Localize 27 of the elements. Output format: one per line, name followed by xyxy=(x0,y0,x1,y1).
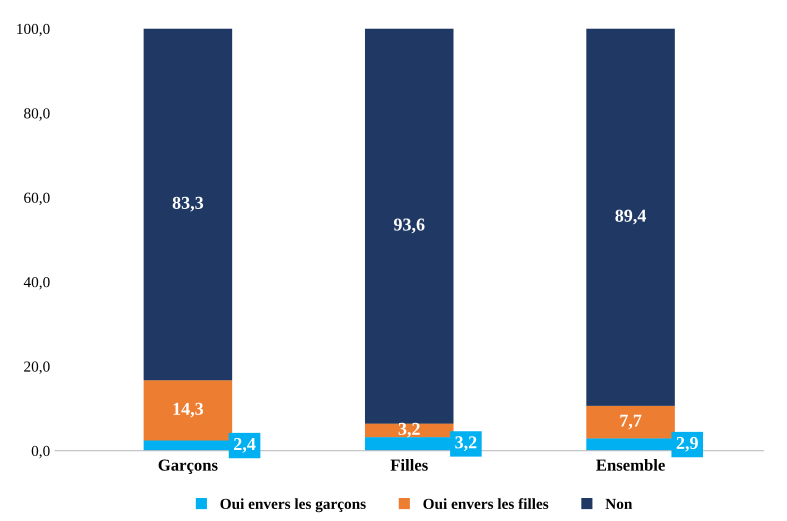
bar xyxy=(364,424,454,438)
x-tick-label: Ensemble xyxy=(596,459,665,471)
bar xyxy=(586,28,675,406)
data-label: 3,2 xyxy=(398,422,420,438)
data-label: 83,3 xyxy=(172,196,204,212)
y-tick-label: 40,0 xyxy=(24,277,50,290)
y-tick-label: 20,0 xyxy=(24,361,50,374)
y-tick-label: 60,0 xyxy=(24,192,50,206)
bar xyxy=(144,28,232,380)
bar xyxy=(586,406,675,438)
data-label: 14,3 xyxy=(174,402,204,418)
bar xyxy=(144,380,232,441)
data-label: 3,2 xyxy=(455,436,476,452)
data-label: 2,9 xyxy=(676,436,698,452)
legend-label: Oui envers les filles xyxy=(423,498,548,510)
y-tick-label: 80,0 xyxy=(24,108,50,121)
x-tick-label: Filles xyxy=(390,459,428,471)
y-tick-label: 100,0 xyxy=(17,24,50,36)
legend-label: Non xyxy=(605,498,632,510)
x-tick-label: Garçons xyxy=(158,460,218,474)
data-label: 2,4 xyxy=(234,438,256,453)
data-label: 93,6 xyxy=(394,218,425,234)
y-tick-label: 0,0 xyxy=(32,446,50,458)
bar xyxy=(364,28,454,424)
data-label: 89,4 xyxy=(615,210,646,224)
data-label: 7,7 xyxy=(620,414,642,430)
legend-label: Oui envers les garçons xyxy=(220,498,366,512)
